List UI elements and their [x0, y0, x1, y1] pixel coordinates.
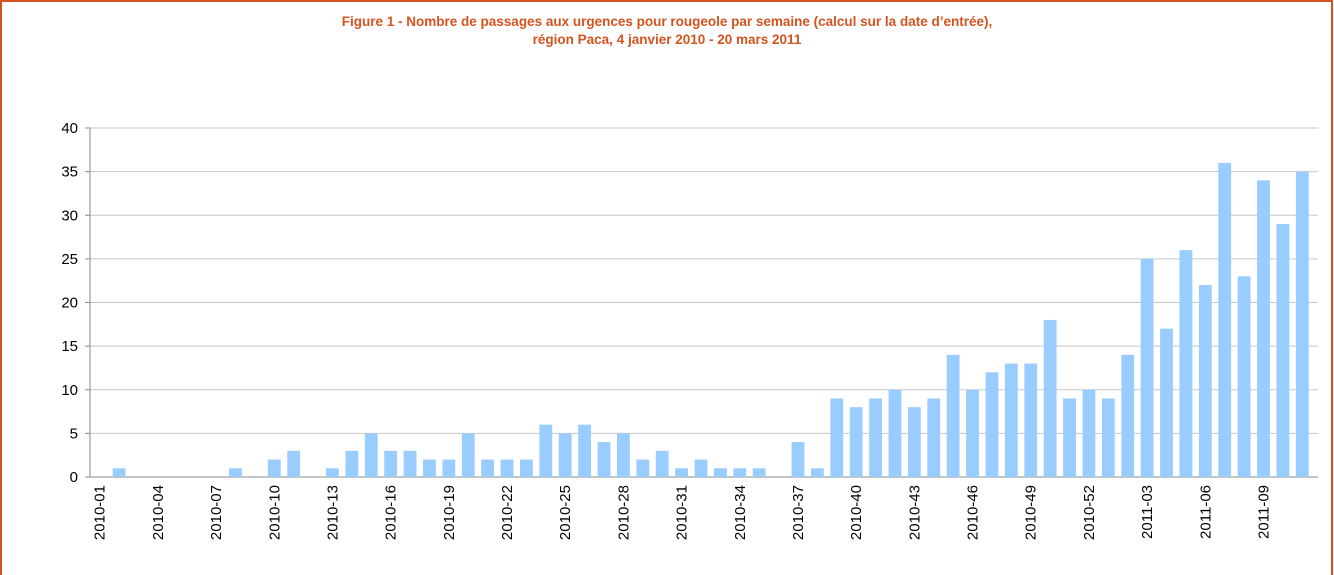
- x-tick-label: 2011-09: [1256, 485, 1273, 539]
- bar: [1198, 285, 1212, 477]
- x-tick-label: 2010-22: [499, 485, 516, 540]
- bar: [229, 468, 242, 477]
- bar: [830, 398, 844, 477]
- bar: [500, 459, 514, 477]
- bar: [345, 450, 359, 477]
- y-tick-label: 10: [61, 382, 78, 399]
- y-tick-label: 15: [61, 338, 78, 355]
- bar: [927, 398, 941, 477]
- bar: [810, 468, 824, 477]
- bar: [384, 450, 398, 477]
- bar: [520, 459, 533, 477]
- bar: [617, 433, 630, 477]
- bar: [481, 459, 495, 477]
- x-tick-label: 2010-04: [150, 485, 167, 540]
- bar: [287, 450, 301, 477]
- x-tick-label: 2010-40: [848, 485, 865, 540]
- x-tick-label: 2011-03: [1139, 485, 1156, 539]
- x-tick-label: 2010-13: [324, 485, 341, 540]
- bar: [713, 468, 727, 477]
- bar: [403, 450, 417, 477]
- bar: [985, 372, 999, 477]
- chart-subtitle: région Paca, 4 janvier 2010 - 20 mars 20…: [533, 32, 802, 47]
- x-tick-label: 2011-06: [1197, 485, 1214, 539]
- bar: [888, 389, 902, 477]
- bar: [461, 433, 475, 477]
- x-tick-label: 2010-01: [92, 485, 109, 540]
- bar: [907, 407, 921, 477]
- x-tick-label: 2010-31: [674, 485, 691, 540]
- bar: [733, 468, 747, 477]
- bar: [675, 468, 689, 477]
- x-tick-label: 2010-34: [732, 485, 749, 540]
- bar: [442, 459, 456, 477]
- bar: [655, 450, 669, 477]
- bar: [946, 354, 960, 477]
- bar: [539, 424, 553, 477]
- x-tick-label: 2010-25: [557, 485, 574, 540]
- bar: [1024, 363, 1038, 477]
- bar: [423, 459, 436, 477]
- bar: [364, 433, 378, 477]
- bar: [869, 398, 882, 477]
- y-tick-label: 5: [70, 425, 78, 442]
- bar: [849, 407, 863, 477]
- bar: [1140, 258, 1154, 477]
- x-tick-label: 2010-19: [441, 485, 458, 540]
- x-tick-label: 2010-37: [790, 485, 807, 540]
- x-tick-label: 2010-16: [383, 485, 400, 540]
- x-tick-label: 2010-10: [266, 485, 283, 540]
- x-tick-label: 2010-46: [965, 485, 982, 540]
- bar: [558, 433, 572, 477]
- chart-title: Figure 1 - Nombre de passages aux urgenc…: [342, 14, 992, 29]
- x-tick-label: 2010-07: [208, 485, 225, 540]
- bar: [1257, 180, 1270, 477]
- bar: [1121, 354, 1135, 477]
- bar: [752, 468, 766, 477]
- bar: [1043, 319, 1057, 477]
- bar: [1295, 171, 1309, 477]
- bar: [1179, 250, 1193, 477]
- y-tick-label: 30: [61, 207, 78, 224]
- y-tick-label: 25: [61, 251, 78, 268]
- bar: [791, 442, 805, 477]
- bar: [267, 459, 281, 477]
- bar: [1004, 363, 1018, 477]
- bar: [1082, 389, 1096, 477]
- bar: [1063, 398, 1076, 477]
- bar: [636, 459, 650, 477]
- bar: [966, 389, 979, 477]
- x-tick-label: 2010-49: [1023, 485, 1040, 540]
- y-tick-label: 0: [70, 469, 78, 486]
- bar: [1218, 162, 1232, 477]
- bar: [1160, 328, 1173, 477]
- bar: [1101, 398, 1115, 477]
- x-tick-label: 2010-52: [1081, 485, 1098, 540]
- bar: [694, 459, 708, 477]
- bar: [578, 424, 592, 477]
- bar: [1237, 276, 1251, 477]
- x-tick-label: 2010-43: [906, 485, 923, 540]
- y-tick-label: 40: [61, 120, 78, 137]
- bar: [112, 468, 126, 477]
- bar: [326, 468, 339, 477]
- y-tick-label: 20: [61, 295, 78, 312]
- bar: [597, 442, 611, 477]
- y-tick-label: 35: [61, 164, 78, 181]
- x-tick-label: 2010-28: [615, 485, 632, 540]
- bar: [1276, 223, 1290, 477]
